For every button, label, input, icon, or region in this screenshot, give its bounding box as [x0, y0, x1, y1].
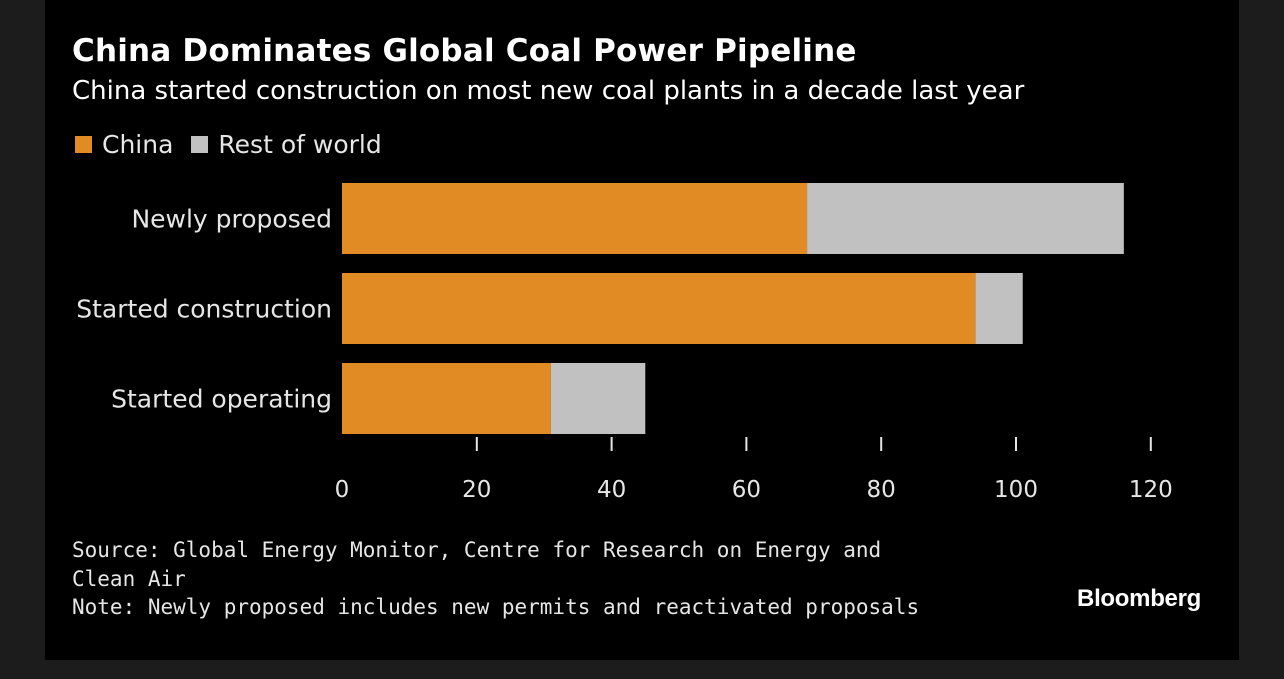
bar-china-newly-proposed: [342, 183, 808, 254]
chart-card: China Dominates Global Coal Power Pipeli…: [45, 0, 1239, 660]
legend-item-rest-of-world: Rest of world: [191, 130, 382, 159]
legend: China Rest of world: [75, 130, 400, 159]
bloomberg-logo: Bloomberg: [1077, 585, 1201, 612]
chart-title: China Dominates Global Coal Power Pipeli…: [72, 33, 857, 69]
category-label-started-construction: Started construction: [76, 295, 332, 324]
legend-item-china: China: [75, 130, 173, 159]
legend-swatch-rest-of-world: [191, 136, 209, 153]
x-tick-label-120: 120: [1129, 477, 1173, 503]
category-label-started-operating: Started operating: [111, 385, 332, 414]
bar-chart: Newly proposed Started construction Starte…: [76, 183, 1173, 503]
legend-swatch-china: [75, 136, 92, 153]
bar-rest-of-world-newly-proposed: [807, 183, 1124, 254]
source-line-2: Clean Air: [72, 566, 186, 591]
chart-subtitle: China started construction on most new c…: [72, 76, 1025, 106]
note-line: Note: Newly proposed includes new permit…: [72, 595, 920, 619]
legend-label-china: China: [102, 130, 174, 159]
x-tick-label-60: 60: [732, 477, 761, 503]
bar-rest-of-world-started-operating: [550, 363, 646, 434]
x-tick-label-0: 0: [335, 477, 350, 503]
x-tick-label-20: 20: [462, 477, 491, 503]
source-line-1: Source: Global Energy Monitor, Centre fo…: [72, 538, 882, 562]
source-note: Source: Global Energy Monitor, Centre fo…: [72, 536, 952, 622]
x-tick-label-40: 40: [597, 477, 626, 503]
category-label-newly-proposed: Newly proposed: [131, 205, 332, 234]
bar-china-started-construction: [342, 273, 976, 344]
x-tick-label-100: 100: [994, 477, 1038, 503]
legend-label-rest-of-world: Rest of world: [218, 130, 382, 159]
x-tick-label-80: 80: [867, 477, 896, 503]
bar-rest-of-world-started-construction: [975, 273, 1023, 344]
bar-china-started-operating: [342, 363, 551, 434]
